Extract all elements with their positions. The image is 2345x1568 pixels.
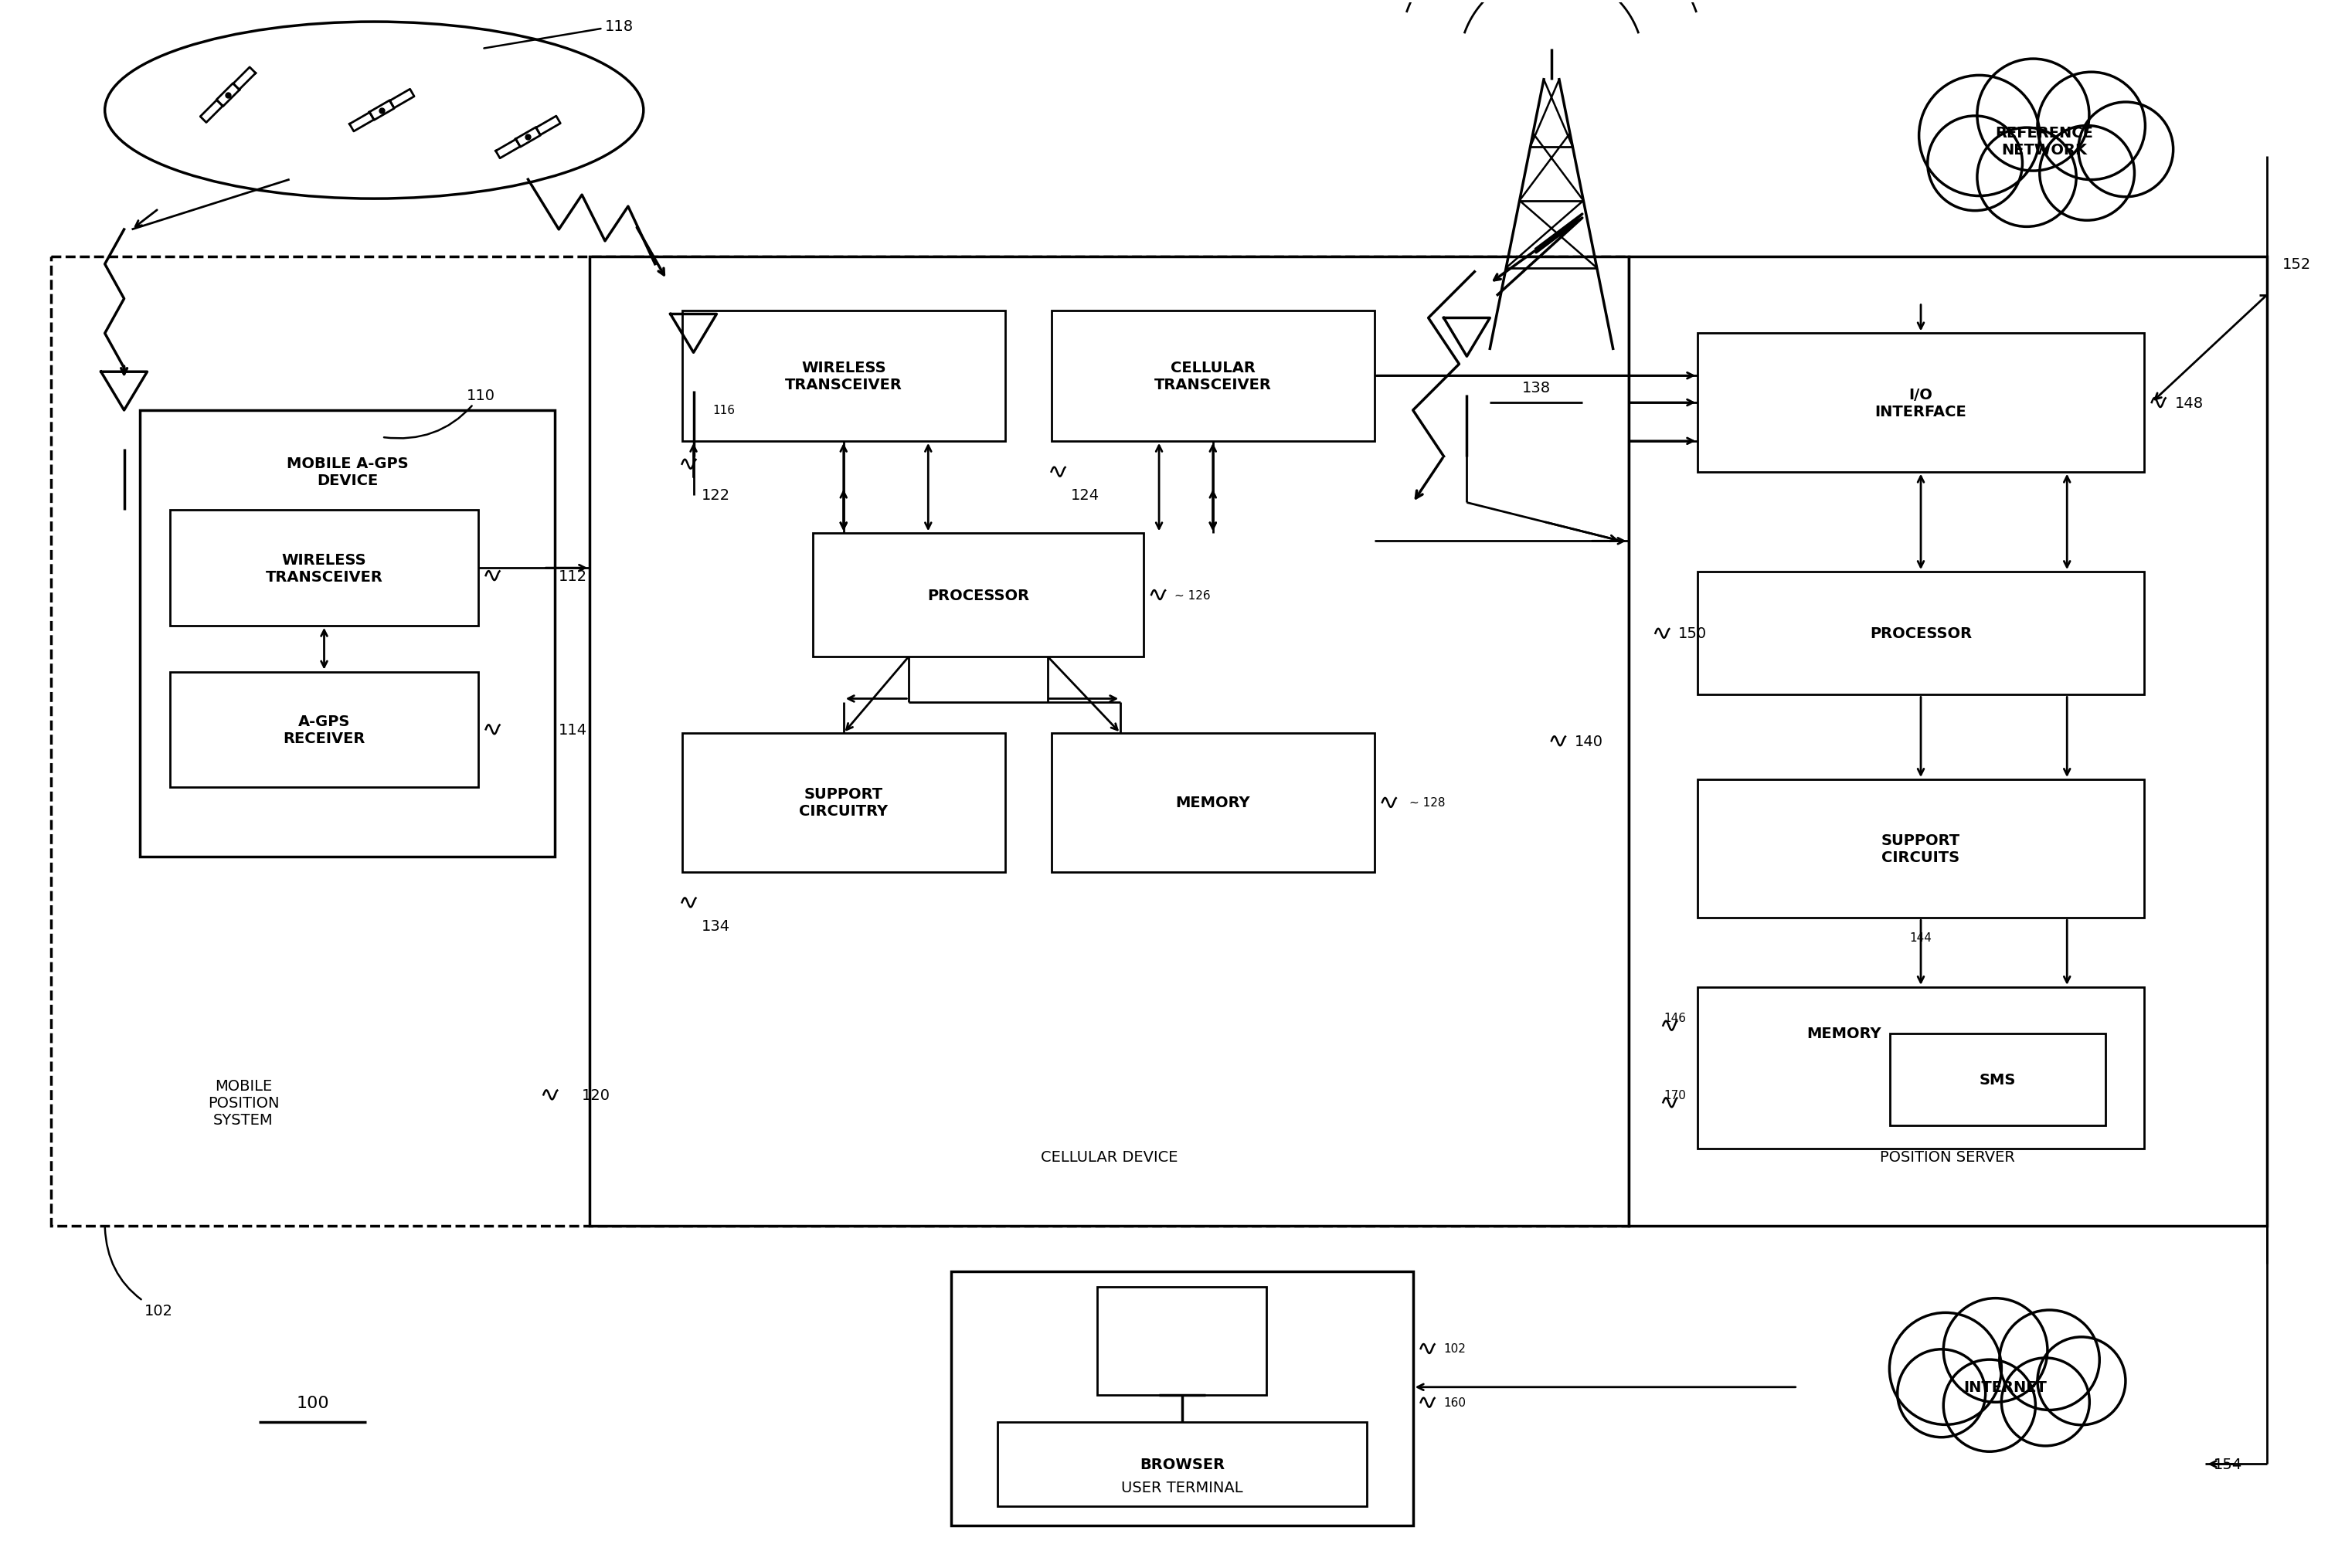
Circle shape: [2038, 1338, 2125, 1425]
FancyBboxPatch shape: [952, 1272, 1414, 1526]
Text: 152: 152: [2282, 257, 2312, 271]
Circle shape: [1977, 60, 2089, 171]
Text: 148: 148: [2174, 395, 2204, 411]
Text: POSITION SERVER: POSITION SERVER: [1881, 1149, 2014, 1163]
Text: INTERNET: INTERNET: [1963, 1380, 2047, 1394]
Text: SUPPORT
CIRCUITRY: SUPPORT CIRCUITRY: [800, 787, 889, 818]
Text: REFERENCE
NETWORK: REFERENCE NETWORK: [1996, 125, 2094, 157]
Text: 144: 144: [1909, 931, 1932, 944]
FancyBboxPatch shape: [138, 411, 556, 856]
FancyBboxPatch shape: [1097, 1287, 1266, 1396]
Circle shape: [2040, 127, 2134, 221]
Text: CELLULAR
TRANSCEIVER: CELLULAR TRANSCEIVER: [1154, 361, 1271, 392]
FancyBboxPatch shape: [1051, 310, 1374, 442]
Text: 112: 112: [558, 569, 589, 583]
Text: 116: 116: [713, 405, 734, 417]
Text: 146: 146: [1663, 1013, 1686, 1024]
FancyBboxPatch shape: [814, 533, 1144, 657]
Circle shape: [2038, 72, 2146, 180]
Circle shape: [1890, 1312, 2003, 1425]
Text: 140: 140: [1573, 734, 1604, 748]
FancyBboxPatch shape: [1698, 334, 2143, 472]
FancyBboxPatch shape: [589, 257, 1627, 1226]
Text: 138: 138: [1522, 381, 1550, 395]
Text: I/O
INTERFACE: I/O INTERFACE: [1876, 387, 1967, 419]
Text: SMS: SMS: [1979, 1073, 2017, 1087]
FancyBboxPatch shape: [1890, 1033, 2106, 1126]
Text: ~ 126: ~ 126: [1175, 590, 1210, 601]
FancyBboxPatch shape: [682, 734, 1006, 872]
Circle shape: [2078, 103, 2174, 198]
Text: 154: 154: [2214, 1457, 2242, 1471]
FancyBboxPatch shape: [682, 310, 1006, 442]
Text: 150: 150: [1679, 626, 1707, 641]
FancyBboxPatch shape: [1051, 734, 1374, 872]
Text: 118: 118: [483, 19, 633, 49]
Text: 110: 110: [385, 387, 495, 439]
FancyBboxPatch shape: [171, 673, 478, 787]
Text: 124: 124: [1072, 488, 1100, 503]
Text: 160: 160: [1445, 1397, 1466, 1408]
Circle shape: [1897, 1350, 1986, 1438]
FancyBboxPatch shape: [1698, 572, 2143, 695]
Circle shape: [1977, 129, 2075, 227]
Text: MEMORY: MEMORY: [1806, 1025, 1881, 1041]
Text: 134: 134: [701, 919, 729, 933]
Text: WIRELESS
TRANSCEIVER: WIRELESS TRANSCEIVER: [265, 552, 382, 585]
Circle shape: [2000, 1311, 2099, 1410]
Text: BROWSER: BROWSER: [1140, 1457, 1224, 1471]
FancyBboxPatch shape: [1698, 779, 2143, 919]
Circle shape: [1928, 116, 2021, 212]
Circle shape: [1918, 75, 2040, 196]
FancyBboxPatch shape: [1627, 257, 2268, 1226]
Text: 122: 122: [701, 488, 729, 503]
Text: 114: 114: [558, 723, 589, 737]
Text: PROCESSOR: PROCESSOR: [926, 588, 1029, 602]
Text: MOBILE A-GPS
DEVICE: MOBILE A-GPS DEVICE: [286, 456, 408, 488]
Circle shape: [1944, 1298, 2047, 1402]
Ellipse shape: [106, 22, 643, 199]
Text: MOBILE
POSITION
SYSTEM: MOBILE POSITION SYSTEM: [209, 1079, 279, 1127]
Text: 120: 120: [582, 1088, 610, 1102]
Text: ~ 128: ~ 128: [1409, 797, 1445, 809]
Circle shape: [2003, 1358, 2089, 1446]
FancyBboxPatch shape: [52, 257, 1627, 1226]
Text: A-GPS
RECEIVER: A-GPS RECEIVER: [284, 713, 366, 746]
Text: SUPPORT
CIRCUITS: SUPPORT CIRCUITS: [1881, 833, 1960, 866]
Text: 102: 102: [1445, 1342, 1466, 1355]
Text: 100: 100: [295, 1396, 328, 1410]
FancyBboxPatch shape: [1698, 988, 2143, 1149]
Text: 170: 170: [1665, 1090, 1686, 1101]
Circle shape: [1944, 1359, 2035, 1452]
Text: PROCESSOR: PROCESSOR: [1869, 626, 1972, 641]
Text: 102: 102: [106, 1228, 174, 1317]
Text: USER TERMINAL: USER TERMINAL: [1121, 1480, 1243, 1494]
FancyBboxPatch shape: [171, 511, 478, 626]
Text: CELLULAR DEVICE: CELLULAR DEVICE: [1041, 1149, 1177, 1163]
FancyBboxPatch shape: [997, 1422, 1367, 1507]
Text: MEMORY: MEMORY: [1175, 795, 1250, 811]
Text: WIRELESS
TRANSCEIVER: WIRELESS TRANSCEIVER: [786, 361, 903, 392]
